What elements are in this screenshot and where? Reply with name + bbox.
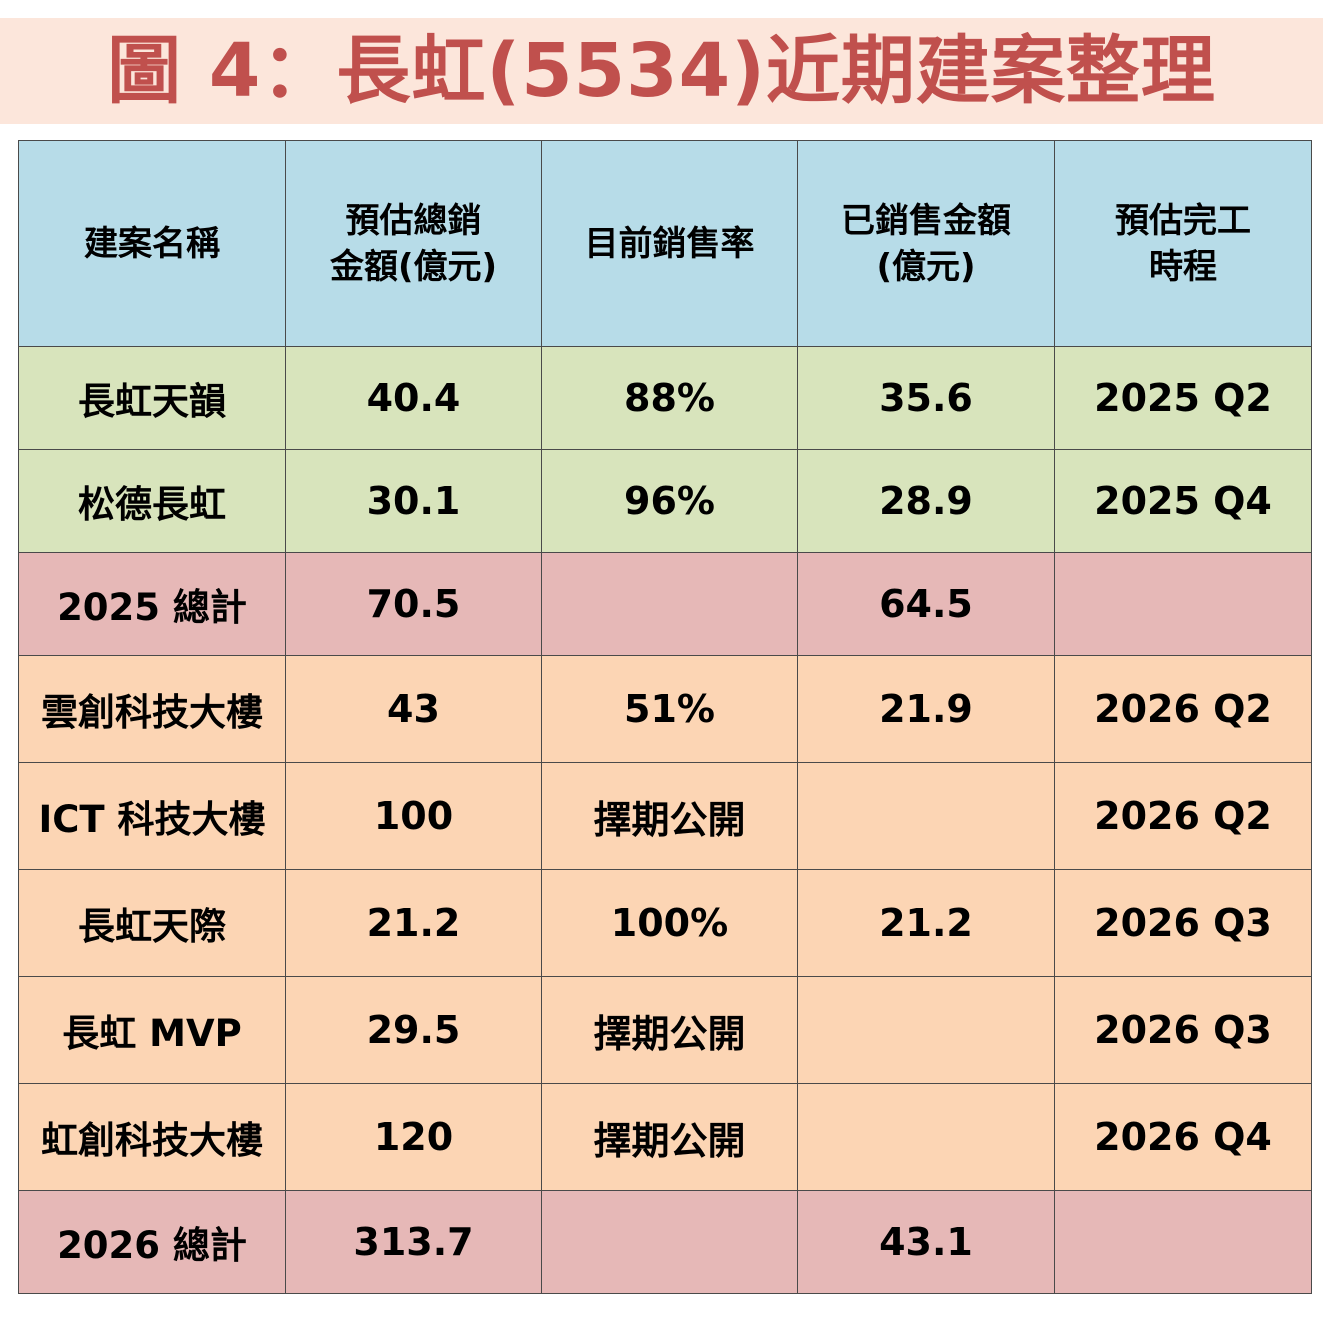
header-label: 目前銷售率 — [584, 223, 755, 264]
header-label: 金額(億元) — [329, 246, 498, 287]
header-sales-rate: 目前銷售率 — [541, 140, 798, 347]
cell-completion: 2025 Q2 — [1054, 346, 1312, 450]
header-sold-amount: 已銷售金額 (億元) — [797, 140, 1055, 347]
cell-total: 70.5 — [285, 552, 542, 656]
cell-rate: 100% — [541, 869, 798, 977]
cell-name: ICT 科技大樓 — [18, 762, 286, 870]
table-row: 長虹天際 21.2 100% 21.2 2026 Q3 — [18, 869, 1312, 977]
cell-sold — [797, 762, 1055, 870]
header-label: 建案名稱 — [84, 223, 220, 264]
table-row: 虹創科技大樓 120 擇期公開 2026 Q4 — [18, 1083, 1312, 1191]
cell-rate — [541, 1190, 798, 1294]
cell-sold: 43.1 — [797, 1190, 1055, 1294]
table-row: 松德長虹 30.1 96% 28.9 2025 Q4 — [18, 449, 1312, 553]
header-label: 已銷售金額 — [841, 200, 1011, 241]
cell-total: 120 — [285, 1083, 542, 1191]
cell-completion: 2026 Q2 — [1054, 655, 1312, 763]
total-row-2026: 2026 總計 313.7 43.1 — [18, 1190, 1312, 1294]
table-row: 雲創科技大樓 43 51% 21.9 2026 Q2 — [18, 655, 1312, 763]
cell-total: 40.4 — [285, 346, 542, 450]
cell-total: 30.1 — [285, 449, 542, 553]
cell-sold: 64.5 — [797, 552, 1055, 656]
header-project-name: 建案名稱 — [18, 140, 286, 347]
cell-name: 雲創科技大樓 — [18, 655, 286, 763]
cell-name: 2025 總計 — [18, 552, 286, 656]
cell-completion: 2026 Q3 — [1054, 976, 1312, 1084]
cell-rate: 96% — [541, 449, 798, 553]
table-row: 長虹天韻 40.4 88% 35.6 2025 Q2 — [18, 346, 1312, 450]
table-row: ICT 科技大樓 100 擇期公開 2026 Q2 — [18, 762, 1312, 870]
cell-name: 長虹天韻 — [18, 346, 286, 450]
cell-total: 100 — [285, 762, 542, 870]
cell-total: 21.2 — [285, 869, 542, 977]
cell-completion — [1054, 552, 1312, 656]
header-label: 時程 — [1149, 246, 1217, 287]
cell-total: 29.5 — [285, 976, 542, 1084]
header-completion: 預估完工 時程 — [1054, 140, 1312, 347]
cell-rate: 88% — [541, 346, 798, 450]
projects-table: 建案名稱 預估總銷金額(億元) 目前銷售率 已銷售金額 (億元) 預估完工時程 長… — [18, 140, 1312, 1294]
cell-sold: 21.2 — [797, 869, 1055, 977]
cell-completion: 2026 Q3 — [1054, 869, 1312, 977]
cell-name: 松德長虹 — [18, 449, 286, 553]
cell-completion: 2025 Q4 — [1054, 449, 1312, 553]
cell-name: 2026 總計 — [18, 1190, 286, 1294]
page-title: 圖 4：長虹(5534)近期建案整理 — [107, 28, 1216, 114]
title-band: 圖 4：長虹(5534)近期建案整理 — [0, 18, 1323, 124]
header-label: 預估總銷 — [345, 200, 482, 241]
cell-rate: 擇期公開 — [541, 762, 798, 870]
cell-name: 長虹天際 — [18, 869, 286, 977]
cell-completion: 2026 Q4 — [1054, 1083, 1312, 1191]
cell-rate: 51% — [541, 655, 798, 763]
header-row: 建案名稱 預估總銷金額(億元) 目前銷售率 已銷售金額 (億元) 預估完工時程 — [18, 140, 1312, 347]
total-row-2025: 2025 總計 70.5 64.5 — [18, 552, 1312, 656]
cell-rate: 擇期公開 — [541, 1083, 798, 1191]
header-label: (億元) — [876, 246, 976, 287]
header-total-sales: 預估總銷金額(億元) — [285, 140, 542, 347]
header-label: 預估完工 — [1115, 200, 1251, 241]
table-row: 長虹 MVP 29.5 擇期公開 2026 Q3 — [18, 976, 1312, 1084]
cell-rate: 擇期公開 — [541, 976, 798, 1084]
cell-sold — [797, 976, 1055, 1084]
cell-name: 虹創科技大樓 — [18, 1083, 286, 1191]
cell-sold: 21.9 — [797, 655, 1055, 763]
cell-sold: 28.9 — [797, 449, 1055, 553]
cell-completion: 2026 Q2 — [1054, 762, 1312, 870]
cell-completion — [1054, 1190, 1312, 1294]
cell-sold: 35.6 — [797, 346, 1055, 450]
cell-name: 長虹 MVP — [18, 976, 286, 1084]
cell-total: 43 — [285, 655, 542, 763]
cell-total: 313.7 — [285, 1190, 542, 1294]
cell-rate — [541, 552, 798, 656]
cell-sold — [797, 1083, 1055, 1191]
